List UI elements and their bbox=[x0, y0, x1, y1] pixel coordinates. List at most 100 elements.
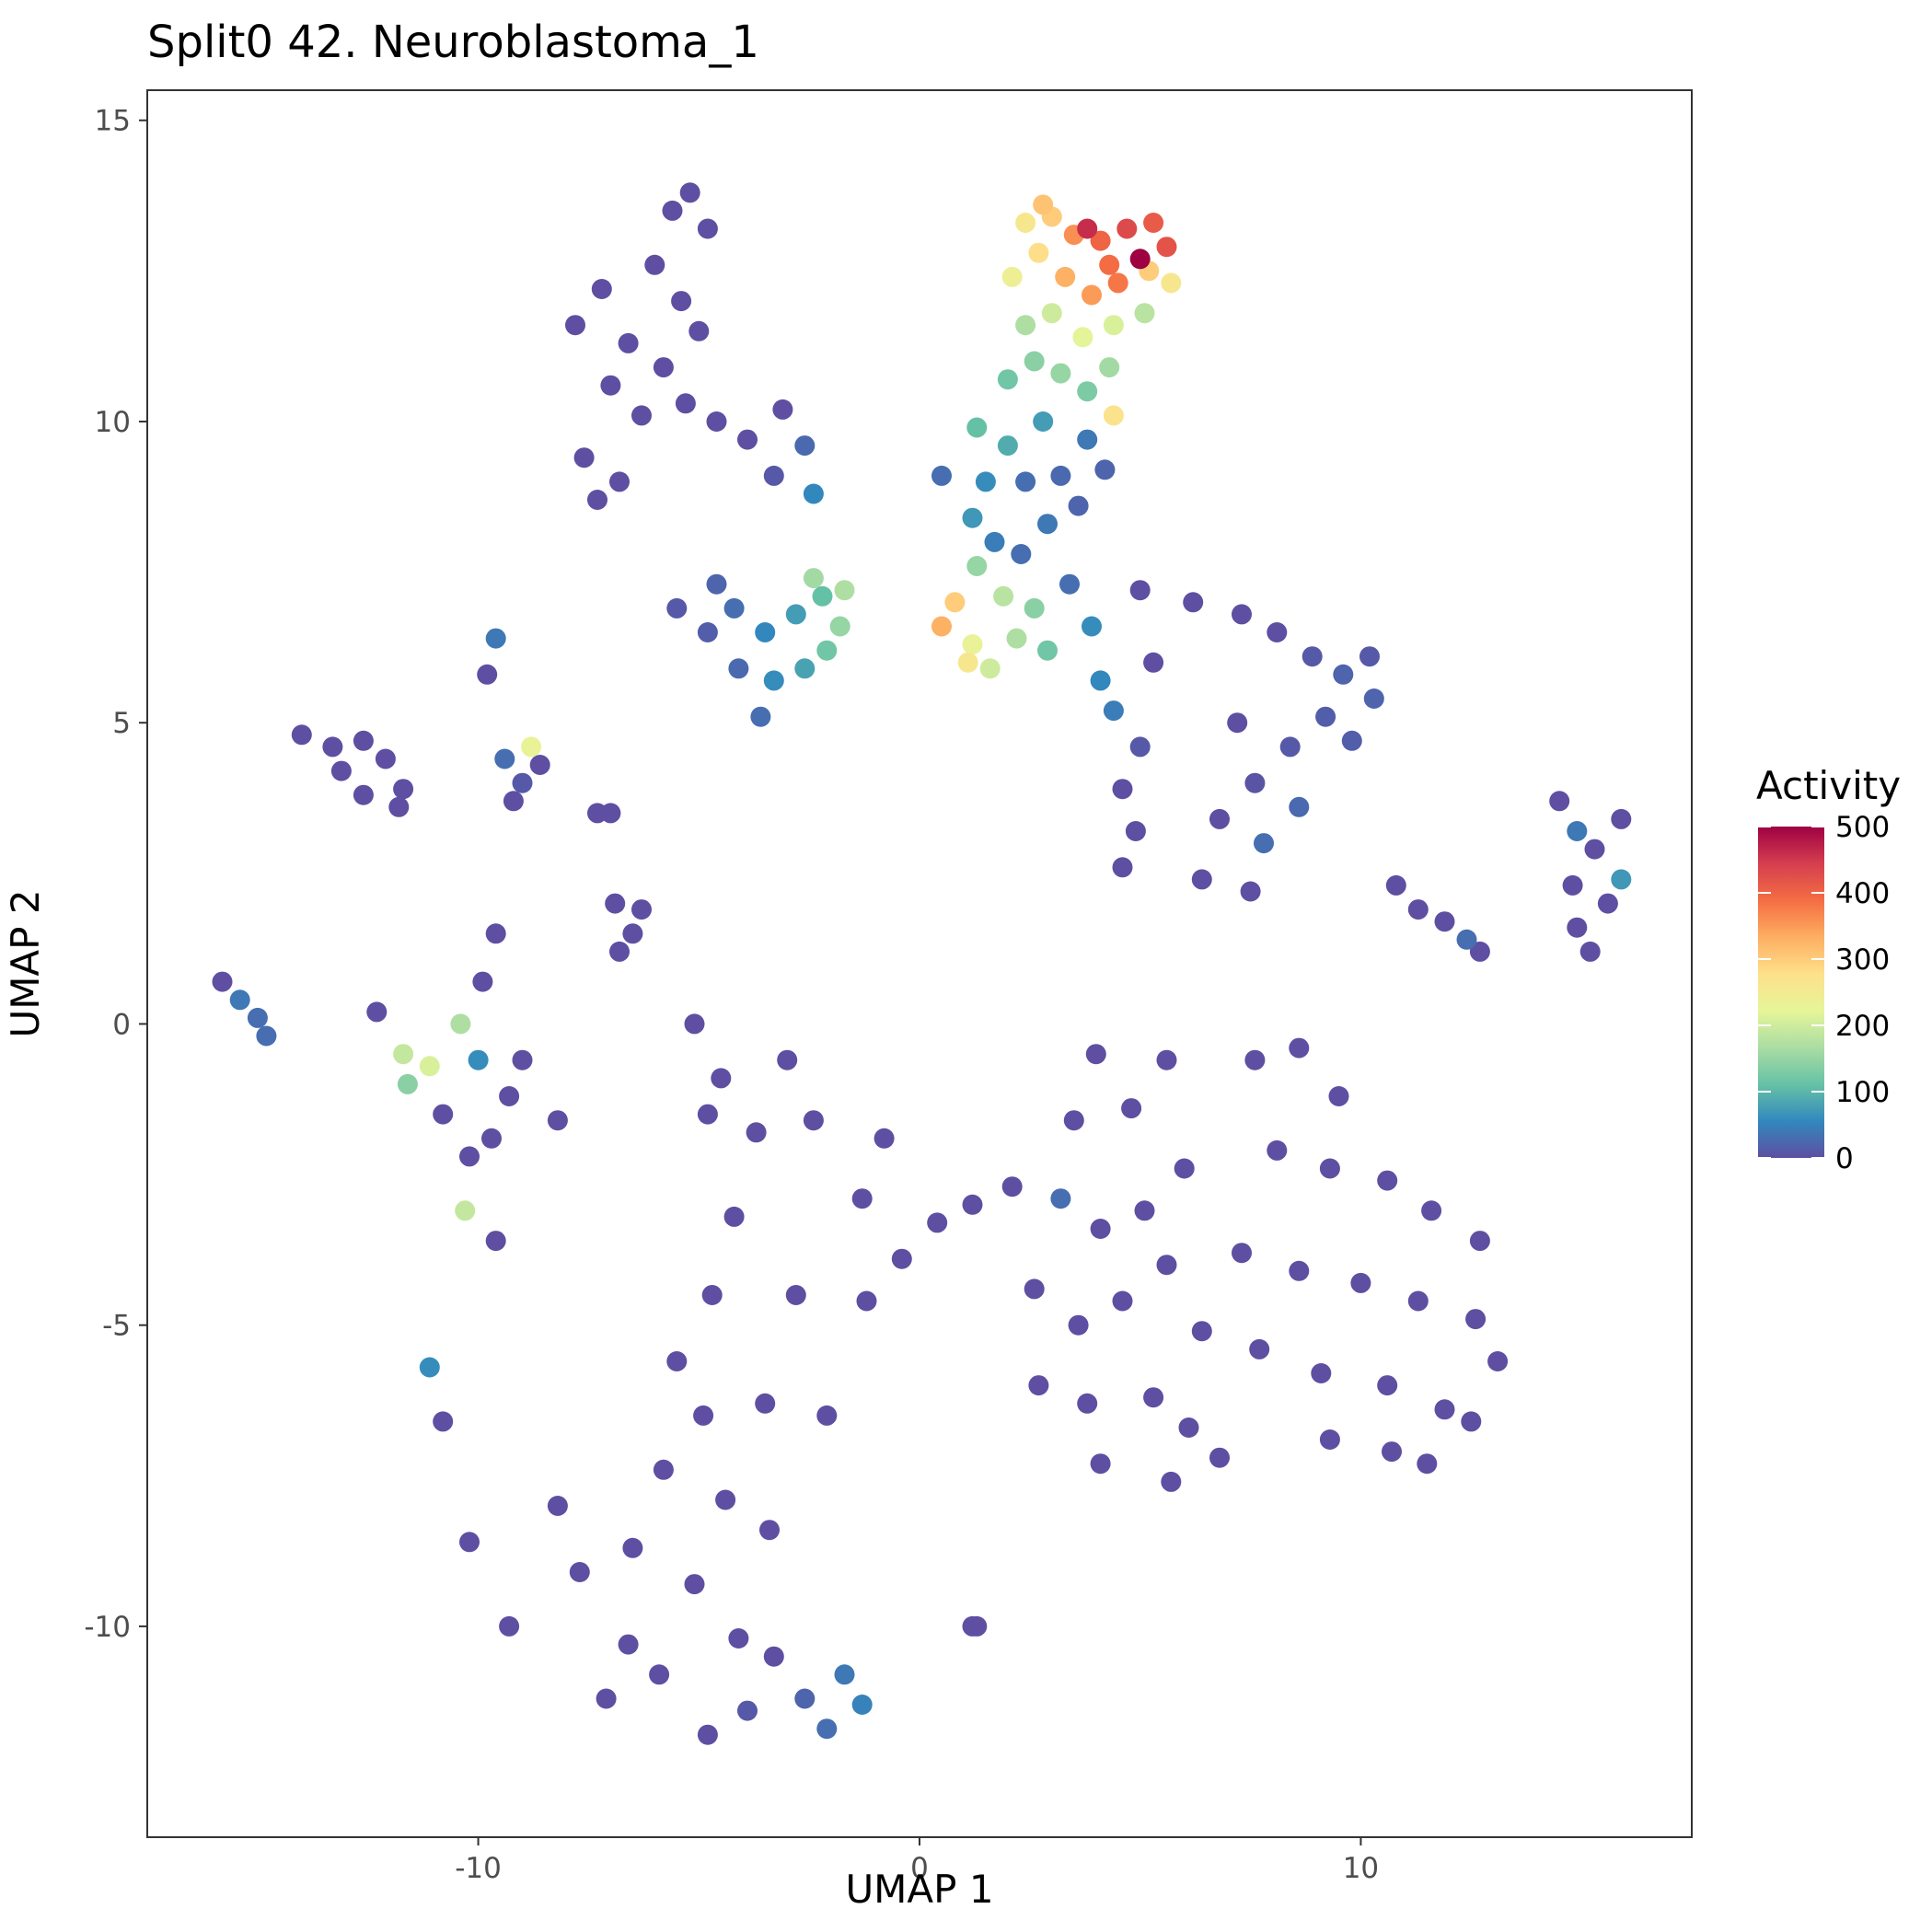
data-point bbox=[393, 1044, 414, 1065]
points-layer bbox=[212, 182, 1632, 1745]
data-point bbox=[644, 254, 665, 275]
data-point bbox=[322, 736, 343, 758]
data-point bbox=[957, 652, 978, 673]
data-point bbox=[1465, 1309, 1487, 1330]
data-point bbox=[675, 393, 696, 414]
data-point bbox=[984, 531, 1005, 552]
data-point bbox=[728, 1628, 749, 1649]
data-point bbox=[755, 622, 776, 642]
data-point bbox=[1028, 1375, 1049, 1396]
data-point bbox=[666, 597, 688, 619]
data-point bbox=[256, 1025, 277, 1047]
data-point bbox=[1112, 1290, 1133, 1312]
data-point bbox=[609, 941, 630, 962]
data-point bbox=[247, 1007, 268, 1028]
data-point bbox=[1232, 604, 1252, 625]
data-point bbox=[477, 664, 498, 685]
data-point bbox=[419, 1357, 440, 1378]
data-point bbox=[1350, 1272, 1371, 1293]
data-point bbox=[812, 585, 833, 607]
data-point bbox=[1611, 869, 1632, 890]
data-point bbox=[1407, 899, 1429, 920]
data-point bbox=[803, 568, 824, 589]
data-point bbox=[1024, 1278, 1045, 1300]
data-point bbox=[512, 772, 533, 793]
data-point bbox=[1156, 1255, 1177, 1276]
data-point bbox=[1244, 1049, 1266, 1070]
data-point bbox=[1377, 1375, 1398, 1396]
data-point bbox=[1068, 1314, 1089, 1336]
y-axis-title: UMAP 2 bbox=[3, 889, 48, 1037]
data-point bbox=[485, 923, 506, 944]
data-point bbox=[1015, 471, 1036, 492]
data-point bbox=[1311, 1363, 1332, 1383]
data-point bbox=[966, 417, 988, 438]
data-point bbox=[1319, 1429, 1340, 1450]
data-point bbox=[375, 748, 396, 769]
data-point bbox=[962, 507, 983, 528]
data-point bbox=[1112, 779, 1133, 800]
data-point bbox=[1134, 303, 1155, 324]
data-point bbox=[1103, 405, 1124, 426]
data-point bbox=[794, 435, 816, 457]
data-point bbox=[851, 1188, 873, 1209]
data-point bbox=[715, 1489, 736, 1510]
data-point bbox=[1011, 544, 1032, 564]
data-point bbox=[763, 670, 784, 691]
data-point bbox=[697, 1104, 718, 1125]
data-point bbox=[600, 375, 621, 396]
data-point bbox=[1611, 808, 1632, 829]
data-point bbox=[291, 724, 312, 746]
y-tick-label: 15 bbox=[95, 105, 131, 138]
x-axis-title: UMAP 1 bbox=[845, 1867, 993, 1912]
data-point bbox=[1597, 893, 1618, 914]
data-point bbox=[1289, 796, 1310, 817]
data-point bbox=[997, 369, 1018, 390]
data-point bbox=[1156, 237, 1177, 258]
data-point bbox=[1090, 1453, 1111, 1475]
data-point bbox=[1232, 1243, 1252, 1264]
legend-tick-label: 500 bbox=[1835, 811, 1890, 844]
data-point bbox=[1174, 1158, 1195, 1179]
data-point bbox=[494, 748, 515, 769]
data-point bbox=[1024, 351, 1045, 372]
data-point bbox=[1156, 1049, 1177, 1070]
data-point bbox=[1301, 646, 1323, 667]
data-point bbox=[573, 447, 595, 469]
data-point bbox=[618, 1634, 639, 1655]
data-point bbox=[1267, 622, 1288, 642]
data-point bbox=[1001, 1176, 1023, 1197]
data-point bbox=[759, 1520, 780, 1541]
data-point bbox=[353, 784, 374, 805]
data-point bbox=[1068, 495, 1089, 516]
data-point bbox=[1191, 1321, 1212, 1342]
data-point bbox=[1240, 881, 1261, 902]
y-tick-label: -5 bbox=[102, 1310, 131, 1343]
data-point bbox=[1050, 1188, 1071, 1209]
data-point bbox=[755, 1393, 776, 1414]
data-point bbox=[455, 1200, 476, 1221]
data-point bbox=[997, 435, 1018, 457]
data-point bbox=[873, 1128, 895, 1149]
data-point bbox=[397, 1073, 418, 1094]
data-point bbox=[499, 1615, 520, 1637]
data-point bbox=[1125, 821, 1146, 841]
data-point bbox=[1037, 640, 1058, 661]
data-point bbox=[1209, 808, 1230, 829]
chart-title: Split0 42. Neuroblastoma_1 bbox=[147, 17, 759, 68]
data-point bbox=[591, 279, 612, 299]
data-point bbox=[1143, 213, 1164, 233]
data-point bbox=[931, 616, 952, 637]
data-point bbox=[1015, 315, 1036, 336]
data-point bbox=[1143, 652, 1164, 673]
data-point bbox=[723, 597, 745, 619]
data-point bbox=[631, 899, 652, 920]
data-point bbox=[618, 332, 639, 353]
data-point bbox=[662, 200, 683, 221]
data-point bbox=[1015, 213, 1036, 233]
data-point bbox=[388, 796, 410, 817]
legend-tick-label: 0 bbox=[1835, 1142, 1854, 1175]
data-point bbox=[1227, 712, 1248, 734]
data-point bbox=[993, 585, 1014, 607]
x-tick-label: 10 bbox=[1343, 1852, 1379, 1885]
